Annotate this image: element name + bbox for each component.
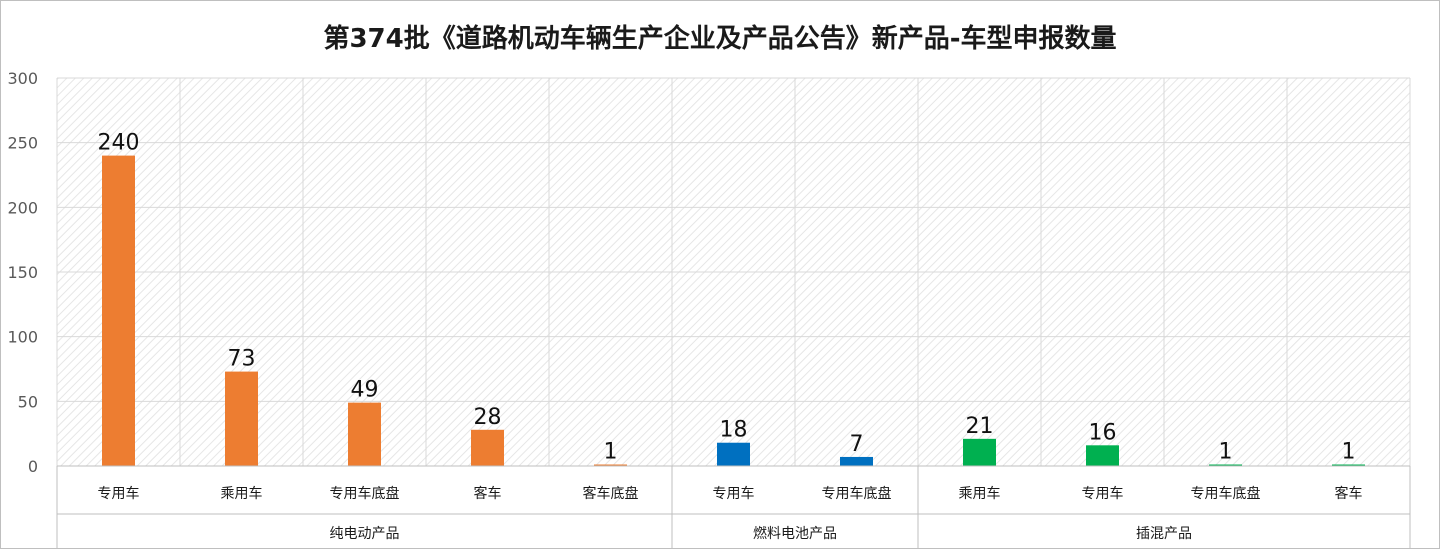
x-tick-label: 专用车 (713, 485, 755, 502)
bar (594, 464, 627, 466)
x-tick-label: 专用车 (98, 485, 140, 502)
y-tick-label: 50 (18, 392, 38, 411)
bar (471, 429, 504, 466)
data-label: 1 (604, 440, 618, 465)
data-label: 240 (98, 131, 140, 156)
bar (840, 456, 873, 466)
bar (1209, 464, 1242, 466)
data-label: 1 (1342, 440, 1356, 465)
x-axis: 专用车 乘用车 专用车底盘 客车 客车底盘 专用车 专用车底盘 乘用车 专用车 专用车底盘 客车纯电… (56, 465, 1411, 548)
x-tick-label: 乘用车 (221, 485, 263, 502)
x-tick-label: 专用车底盘 (330, 485, 400, 502)
data-label: 1 (1219, 440, 1233, 465)
data-label: 7 (850, 432, 864, 457)
x-tick-label: 专用车 (1082, 485, 1124, 502)
data-label: 49 (351, 378, 379, 403)
bar (225, 371, 258, 466)
group-label: 燃料电池产品 (753, 525, 837, 542)
group-label: 纯电动产品 (330, 526, 400, 542)
y-tick-label: 300 (7, 69, 38, 88)
bar (717, 442, 750, 466)
x-tick-label: 乘用车 (959, 485, 1001, 502)
data-label: 21 (966, 414, 994, 439)
bar (963, 438, 996, 466)
data-label: 16 (1089, 420, 1117, 445)
x-tick-label: 客车 (474, 485, 502, 502)
data-label: 18 (720, 418, 748, 443)
data-label: 73 (228, 347, 256, 372)
data-label: 28 (474, 405, 502, 430)
y-tick-label: 150 (7, 263, 38, 282)
group-label: 插混产品 (1136, 526, 1192, 542)
y-tick-label: 250 (7, 134, 38, 153)
bar (1332, 464, 1365, 466)
chart-title: 第374批《道路机动车辆生产企业及产品公告》新产品-车型申报数量 (323, 24, 1117, 54)
bar (348, 402, 381, 466)
y-tick-label: 200 (7, 198, 38, 217)
x-tick-label: 专用车底盘 (1191, 485, 1261, 502)
x-tick-label: 专用车底盘 (822, 485, 892, 502)
y-tick-label: 0 (28, 457, 38, 476)
y-axis: 0 50 100 150 200 250 300 (7, 69, 38, 476)
y-tick-label: 100 (7, 328, 38, 347)
x-tick-label: 客车 (1335, 485, 1363, 502)
bar (102, 155, 135, 466)
bar (1086, 445, 1119, 466)
x-tick-label: 客车底盘 (583, 485, 639, 502)
